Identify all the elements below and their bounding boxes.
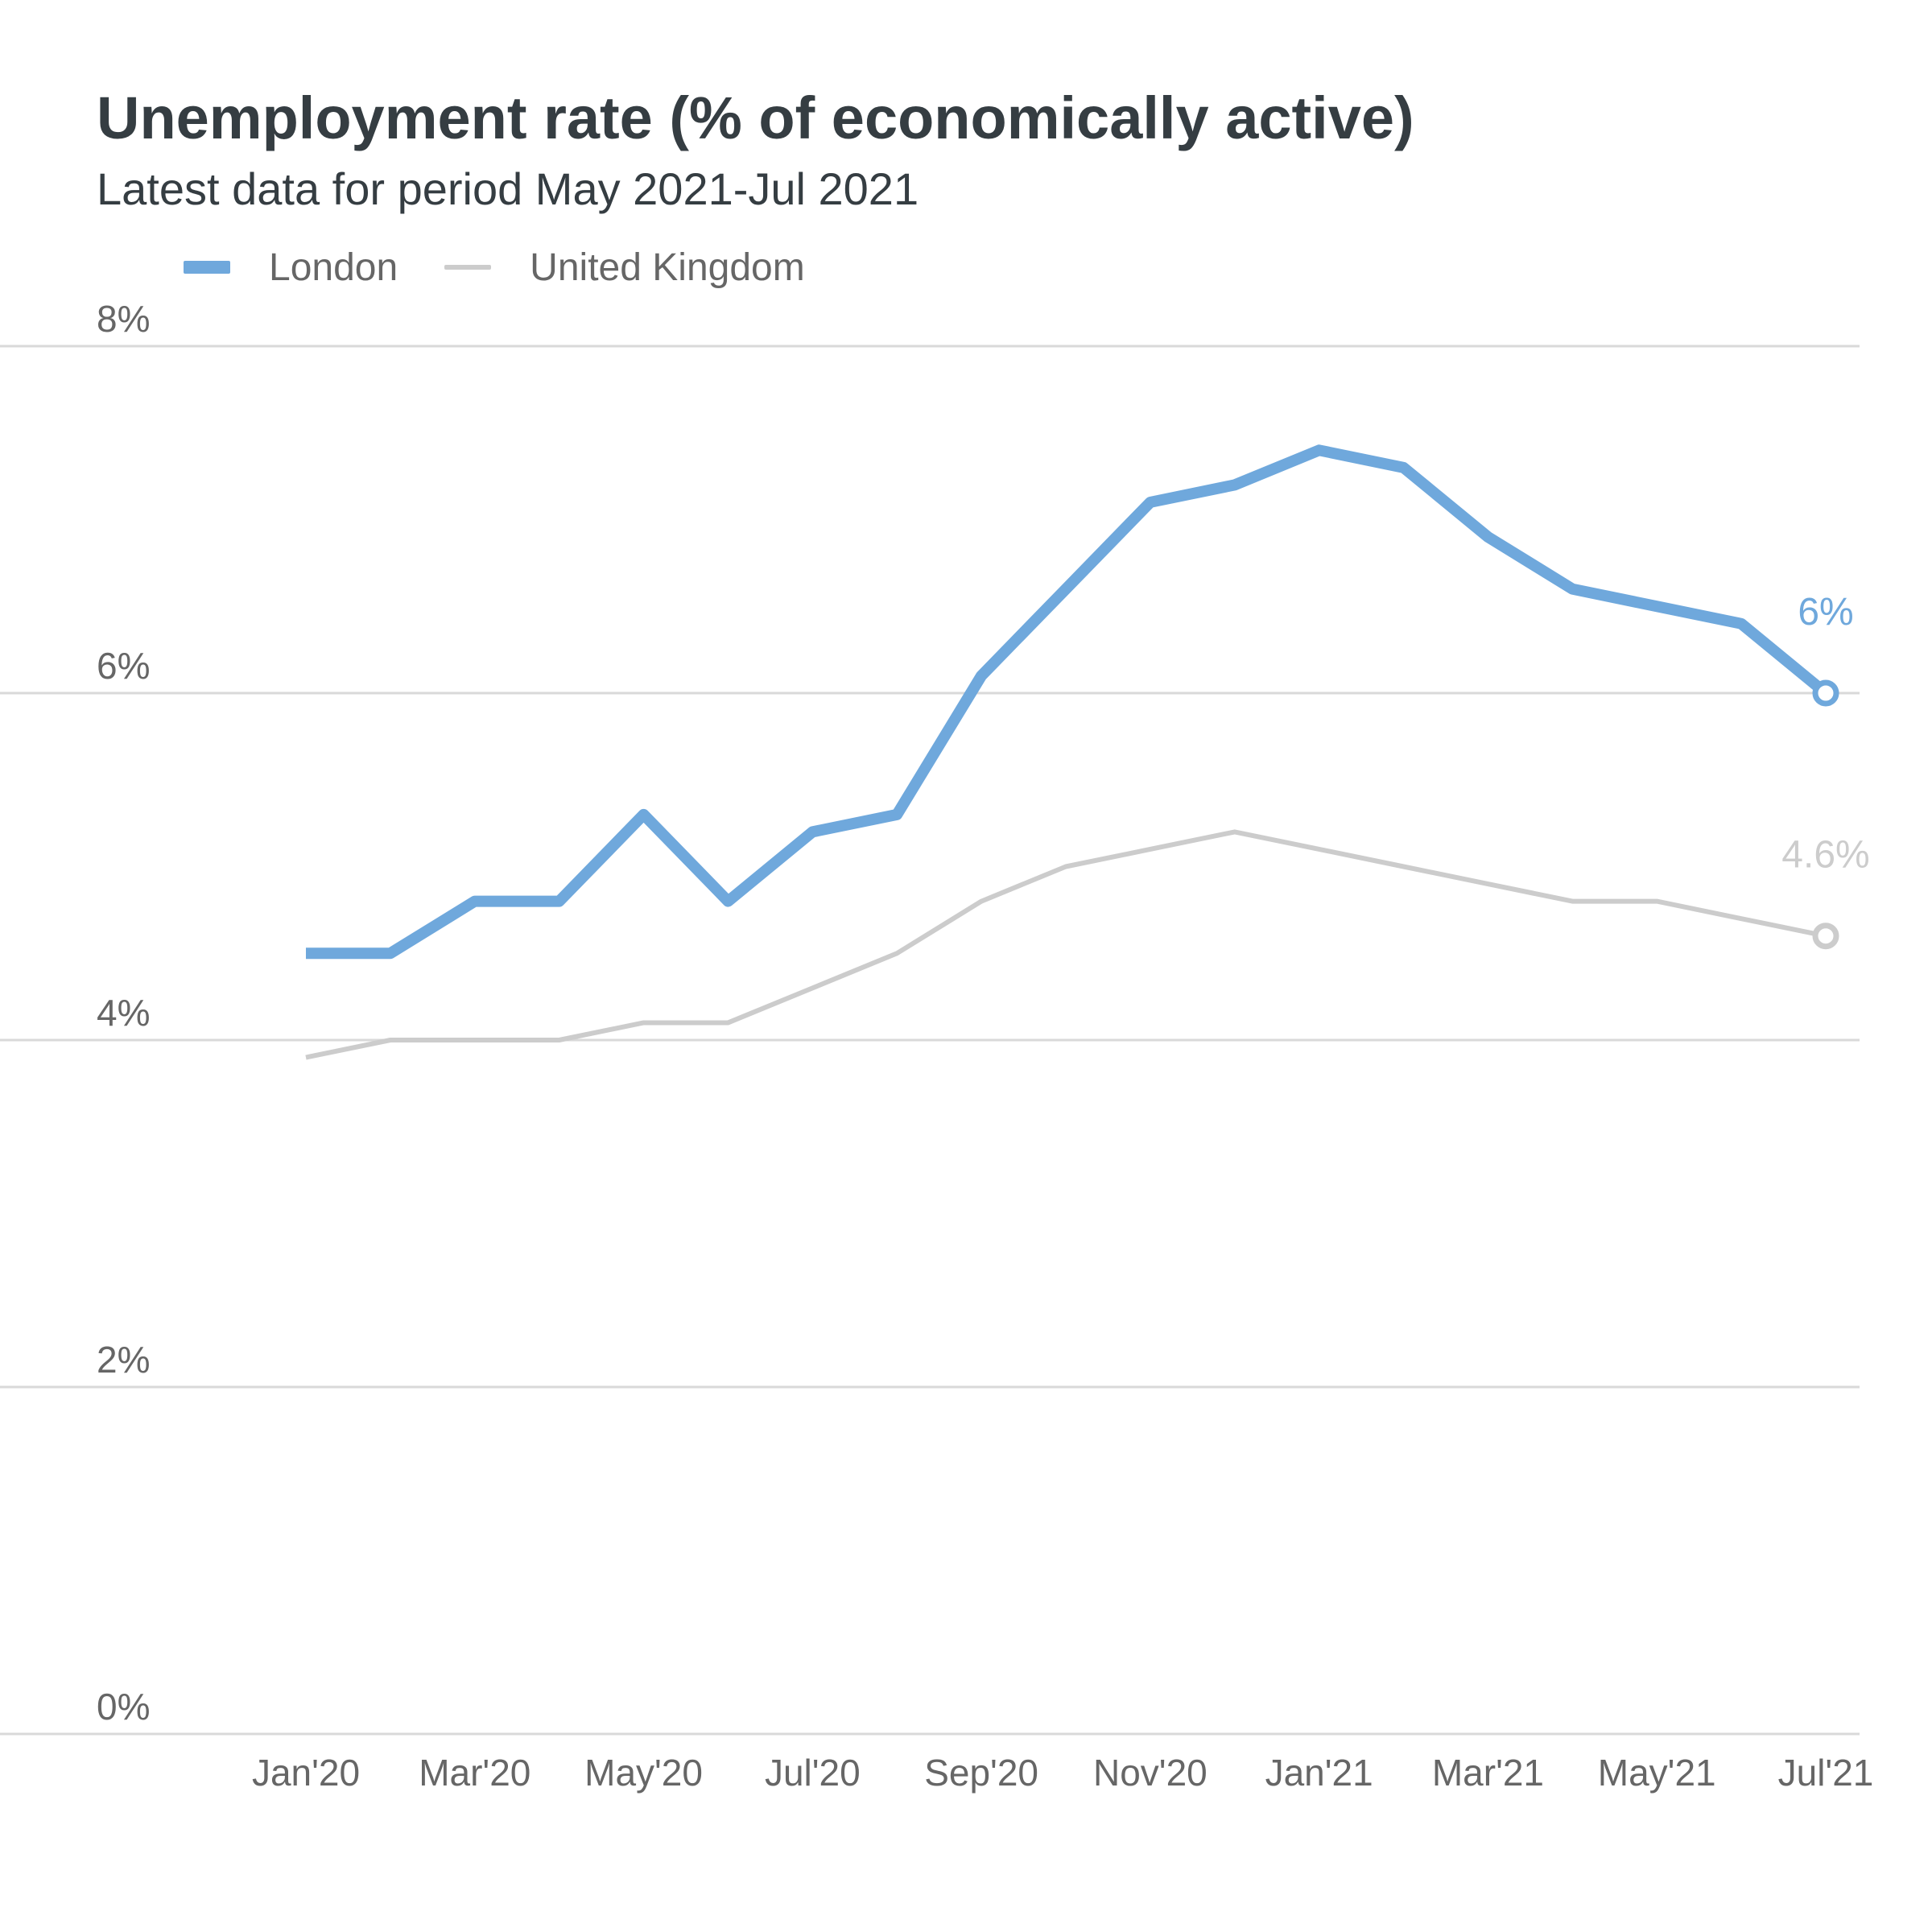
legend-label-london: London [269, 246, 398, 289]
chart-title: Unemployment rate (% of economically act… [97, 85, 1414, 151]
legend-item-london[interactable]: London [184, 246, 398, 290]
y-tick-label: 6% [97, 645, 150, 687]
series-lines [305, 444, 1830, 1060]
x-tick-label: Jul'21 [1778, 1752, 1874, 1794]
series-line-london [306, 444, 1830, 960]
legend-item-united-kingdom[interactable]: United Kingdom [444, 246, 805, 290]
chart-subtitle: Latest data for period May 2021-Jul 2021 [97, 163, 919, 214]
y-axis-tick-labels: 0% 2% 4% 6% 8% [97, 298, 150, 1728]
end-marker-london [1812, 679, 1839, 707]
legend-swatch-london [184, 261, 230, 274]
x-tick-label: Jul'20 [765, 1752, 861, 1794]
legend: London United Kingdom [184, 242, 852, 293]
x-tick-label: Mar'20 [419, 1752, 530, 1794]
x-tick-label: Jan'21 [1265, 1752, 1373, 1794]
y-tick-label: 4% [97, 992, 150, 1034]
x-tick-label: May'20 [584, 1752, 703, 1794]
x-tick-label: Mar'21 [1432, 1752, 1544, 1794]
y-tick-label: 0% [97, 1686, 150, 1728]
legend-label-united-kingdom: United Kingdom [530, 246, 805, 289]
y-tick-label: 2% [97, 1339, 150, 1381]
x-tick-label: May'21 [1598, 1752, 1716, 1794]
x-axis-tick-labels: Jan'20 Mar'20 May'20 Jul'20 Sep'20 Nov'20 Jan'… [252, 1752, 1873, 1794]
end-label-london: 6% [1798, 591, 1853, 634]
end-marker-united-kingdom [1812, 923, 1839, 950]
x-tick-label: Sep'20 [924, 1752, 1038, 1794]
x-tick-label: Nov'20 [1093, 1752, 1208, 1794]
legend-swatch-united-kingdom [444, 265, 492, 270]
end-markers: 4.6% 6% [1781, 591, 1870, 950]
gridlines [0, 345, 1860, 1736]
end-label-united-kingdom: 4.6% [1781, 834, 1869, 877]
x-tick-label: Jan'20 [252, 1752, 360, 1794]
series-line-united-kingdom [305, 829, 1827, 1060]
y-tick-label: 8% [97, 298, 150, 340]
